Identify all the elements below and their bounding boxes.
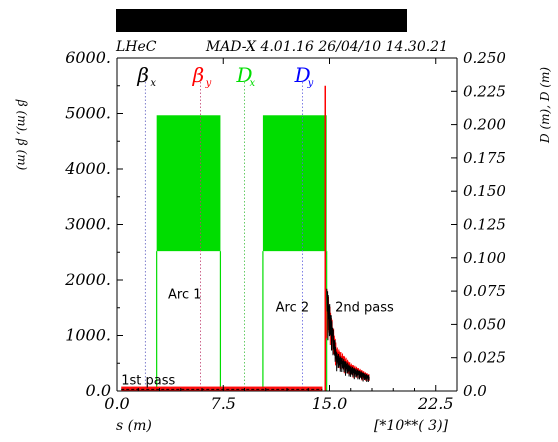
- x-axis-label: s (m): [116, 418, 152, 434]
- y-left-tick-label: 1000.: [65, 326, 111, 345]
- header-right: MAD-X 4.01.16 26/04/10 14.30.21: [205, 39, 448, 55]
- y-right-tick-label: 0.250: [463, 49, 506, 67]
- x-tick-label: 0.0: [104, 394, 129, 413]
- dispersion-band-1: [156, 115, 221, 252]
- y-left-tick-label: 6000.: [65, 48, 111, 67]
- y-left-tick-label: 0.0: [86, 381, 111, 400]
- y-right-tick-label: 0.075: [463, 282, 506, 300]
- beta-y-baseline-band: [121, 386, 323, 391]
- legend-d-y: D: [294, 63, 311, 87]
- y-right-tick-label: 0.0: [463, 382, 487, 400]
- y-axis-label-right: D (m), D (m): [538, 67, 552, 144]
- header-left: LHeC: [115, 39, 157, 55]
- y-right-tick-label: 0.100: [463, 249, 506, 267]
- legend-sub-x: x: [150, 78, 156, 89]
- beta-x-second-pass: [326, 288, 370, 383]
- legend-β-y: β: [192, 63, 205, 87]
- legend-d-x: D: [236, 63, 253, 87]
- annotation-3: Arc 2: [276, 301, 310, 316]
- x-tick-label: 7.5: [211, 394, 236, 413]
- y-right-tick-label: 0.200: [463, 116, 506, 134]
- y-right-tick-label: 0.175: [463, 149, 506, 167]
- legend-β-x: β: [136, 63, 149, 87]
- y-axis-label-left: β (m), β (m): [15, 99, 29, 171]
- y-right-tick-label: 0.225: [463, 82, 506, 100]
- y-right-tick-label: 0.150: [463, 182, 506, 200]
- y-right-tick-label: 0.025: [463, 349, 506, 367]
- y-left-tick-label: 2000.: [64, 270, 111, 289]
- legend-sub-y: y: [307, 78, 314, 89]
- legend-sub-y: y: [205, 78, 212, 89]
- annotation-1: 1st pass: [121, 374, 175, 389]
- y-left-tick-label: 3000.: [65, 215, 111, 234]
- y-right-tick-label: 0.050: [463, 315, 506, 333]
- x-tick-label: 15.0: [312, 394, 348, 413]
- annotation-2: Arc 1: [168, 287, 202, 302]
- dispersion-band-2: [262, 115, 327, 252]
- title-bar-redacted: [116, 9, 407, 32]
- legend-sub-x: x: [250, 78, 256, 89]
- x-scale-label: [*10**( 3)]: [374, 418, 449, 434]
- x-tick-label: 22.5: [417, 394, 454, 413]
- y-left-tick-label: 5000.: [65, 104, 111, 123]
- y-left-tick-label: 4000.: [64, 159, 111, 178]
- annotation-4: 2nd pass: [335, 301, 394, 316]
- y-right-tick-label: 0.125: [463, 216, 506, 234]
